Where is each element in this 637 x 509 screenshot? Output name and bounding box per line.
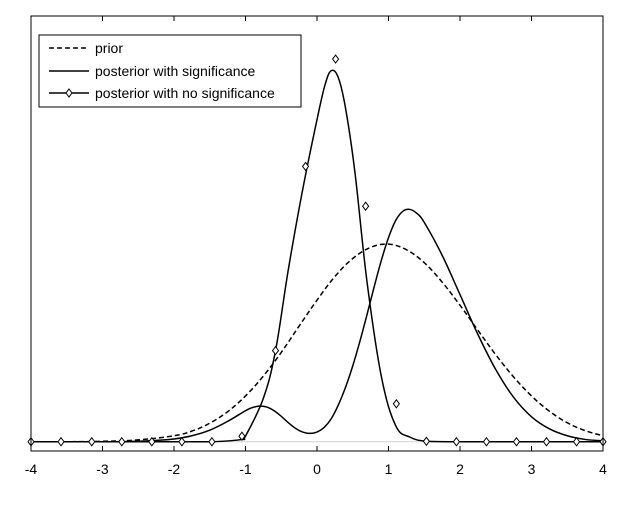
diamond-marker: [88, 436, 96, 447]
diamond-marker: [482, 436, 491, 447]
diamond-marker: [422, 436, 431, 447]
diamond-marker: [238, 431, 246, 442]
legend: prior posterior with significance poster…: [38, 34, 302, 108]
x-tick-label: 0: [313, 461, 321, 477]
diamond-marker: [118, 436, 126, 447]
legend-label-posterior-significance: posterior with significance: [95, 63, 256, 79]
diamond-marker: [361, 201, 370, 212]
x-tick-label: 1: [385, 461, 393, 477]
x-tick-label: -3: [96, 461, 109, 477]
series-layer: [27, 54, 607, 447]
diamond-marker: [452, 436, 461, 447]
x-tick-layer: -4 -3 -2 -1 0 1 2 3 4: [25, 16, 607, 477]
diamond-marker: [392, 398, 400, 409]
diamond-marker: [178, 436, 186, 447]
diamond-marker: [148, 436, 156, 447]
diamond-marker: [301, 161, 310, 172]
x-tick-label: -4: [25, 461, 38, 477]
posterior-significance-line: [31, 208, 604, 443]
diamond-marker: [572, 436, 581, 447]
x-tick-label: 2: [456, 461, 464, 477]
legend-label-prior: prior: [95, 40, 123, 56]
diamond-marker: [57, 436, 65, 447]
prior-line: [31, 243, 604, 443]
legend-label-posterior-no-significance: posterior with no significance: [95, 85, 275, 101]
diamond-marker: [271, 345, 280, 356]
x-tick-label: -1: [239, 461, 252, 477]
legend-marker-diamond: [65, 88, 73, 98]
diamond-marker: [512, 436, 521, 447]
x-tick-label: -2: [168, 461, 181, 477]
x-tick-label: 3: [528, 461, 536, 477]
diamond-marker: [208, 436, 216, 447]
x-tick-label: 4: [599, 461, 607, 477]
diamond-marker: [331, 54, 340, 64]
diamond-marker: [542, 436, 551, 447]
